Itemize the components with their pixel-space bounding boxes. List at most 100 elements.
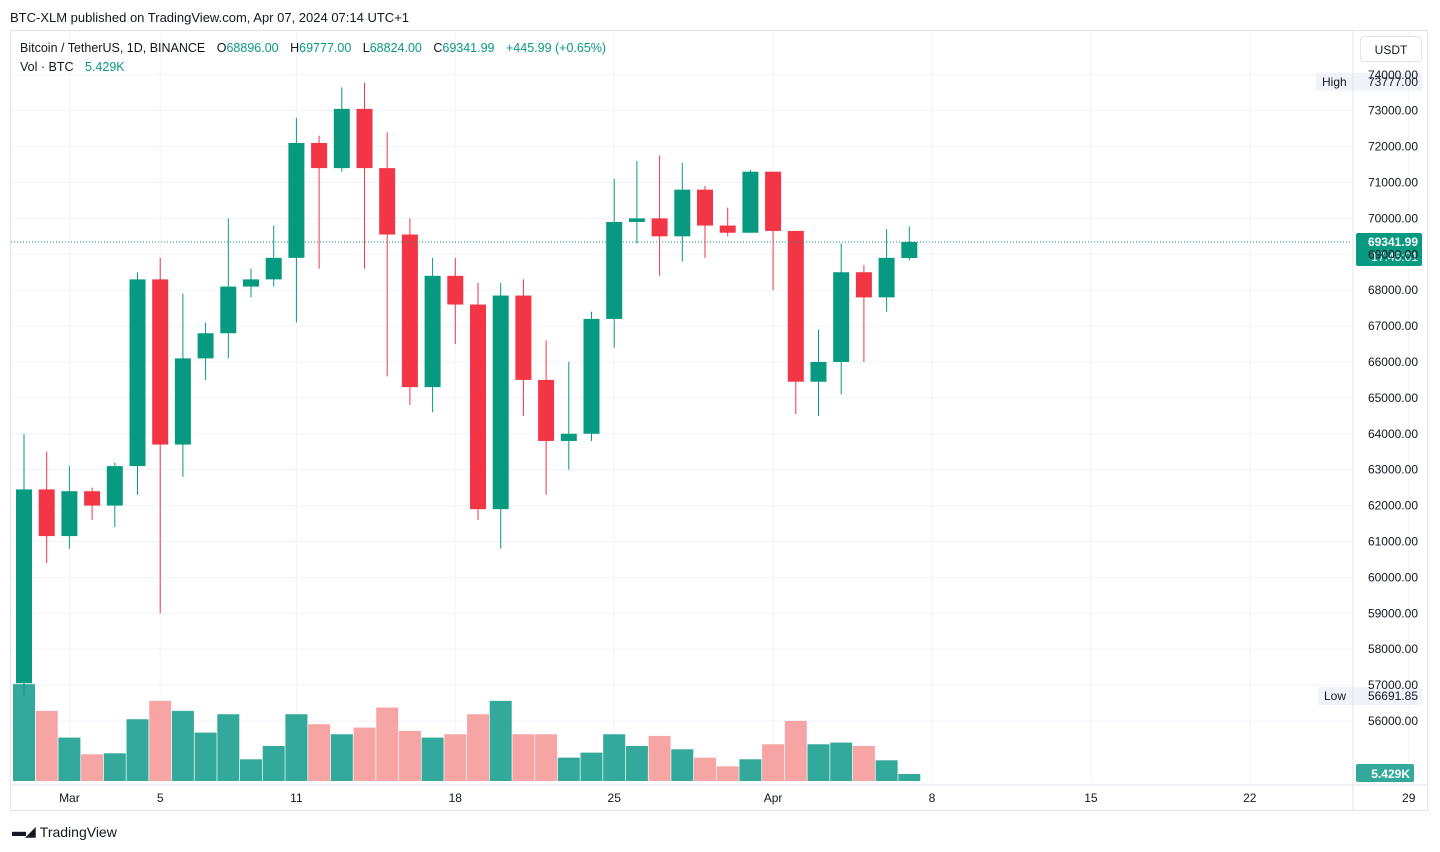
candle-body bbox=[560, 433, 577, 441]
volume-bar bbox=[762, 744, 785, 781]
volume-bar bbox=[421, 737, 444, 781]
candle-body bbox=[697, 189, 713, 226]
candle bbox=[197, 322, 214, 380]
y-tick-label: 71000.00 bbox=[1368, 175, 1418, 189]
y-tick-label: 63000.00 bbox=[1368, 463, 1418, 477]
candle-body bbox=[538, 379, 555, 441]
volume-bar bbox=[535, 734, 558, 781]
y-tick-label: 61000.00 bbox=[1368, 534, 1418, 548]
volume-bar bbox=[103, 753, 126, 781]
legend-volume-row: Vol · BTC 5.429K bbox=[20, 58, 606, 77]
candle-body bbox=[220, 286, 237, 334]
candle-body bbox=[787, 230, 804, 382]
last-price-badge bbox=[1356, 232, 1422, 266]
volume-bar bbox=[830, 742, 853, 781]
volume-bar bbox=[852, 745, 875, 781]
low-marker-label: Low bbox=[1324, 689, 1346, 703]
x-tick-label: 22 bbox=[1243, 791, 1257, 805]
candle-body bbox=[878, 257, 895, 298]
candle bbox=[356, 82, 373, 269]
volume-bar bbox=[398, 730, 421, 781]
tradingview-logo-icon: ▬◢ bbox=[12, 823, 36, 839]
volume-bar bbox=[330, 734, 353, 781]
volume-bar bbox=[171, 710, 194, 781]
candle-body bbox=[356, 108, 373, 169]
candle bbox=[560, 361, 577, 470]
x-tick-label: Apr bbox=[764, 791, 783, 805]
volume-bar bbox=[240, 759, 262, 781]
x-tick-label: 15 bbox=[1084, 791, 1098, 805]
volume-bar bbox=[716, 766, 739, 781]
high-marker-value: 73777.00 bbox=[1368, 75, 1418, 89]
candle bbox=[379, 132, 396, 377]
y-tick-label: 64000.00 bbox=[1368, 427, 1418, 441]
candle-body bbox=[583, 318, 600, 434]
candle bbox=[651, 155, 668, 276]
candle bbox=[606, 178, 623, 348]
candle bbox=[628, 160, 645, 244]
y-tick-label: 59000.00 bbox=[1368, 606, 1418, 620]
tradingview-logo[interactable]: ▬◢ TradingView bbox=[12, 823, 117, 840]
volume-badge-label: 5.429K bbox=[1371, 767, 1410, 781]
candle-body bbox=[152, 279, 169, 445]
last-price-countdown: 17:45:01 bbox=[1371, 250, 1418, 264]
currency-button[interactable]: USDT bbox=[1360, 36, 1422, 62]
candle-body bbox=[16, 489, 32, 684]
candle bbox=[855, 265, 872, 362]
candle bbox=[810, 329, 827, 416]
volume-bar bbox=[467, 714, 489, 781]
candle-body bbox=[106, 466, 123, 506]
y-tick-label: 68000.00 bbox=[1368, 283, 1418, 297]
legend-change: +445.99 (+0.65%) bbox=[506, 41, 607, 55]
y-tick-label: 73000.00 bbox=[1368, 104, 1418, 118]
legend: Bitcoin / TetherUS, 1D, BINANCE O68896.0… bbox=[20, 39, 606, 77]
candle-body bbox=[810, 361, 827, 382]
x-tick-label: 25 bbox=[608, 791, 622, 805]
volume-bar bbox=[648, 735, 671, 781]
candle bbox=[447, 257, 464, 345]
y-tick-label: 58000.00 bbox=[1368, 642, 1418, 656]
volume-bar bbox=[580, 752, 603, 781]
legend-low: 68824.00 bbox=[369, 41, 422, 55]
candle bbox=[492, 282, 509, 549]
low-marker-badge bbox=[1318, 687, 1422, 706]
candle-body bbox=[515, 295, 532, 380]
x-tick-label: 8 bbox=[929, 791, 936, 805]
candle-body bbox=[288, 142, 305, 258]
volume-bar bbox=[625, 745, 648, 781]
candle bbox=[243, 268, 259, 298]
candle bbox=[583, 311, 600, 441]
volume-bar bbox=[489, 700, 512, 781]
y-tick-label: 70000.00 bbox=[1368, 211, 1418, 225]
candle-body bbox=[765, 171, 782, 231]
candle bbox=[901, 226, 918, 261]
volume-bar bbox=[126, 719, 149, 781]
y-tick-label: 62000.00 bbox=[1368, 499, 1418, 513]
volume-bar bbox=[376, 707, 399, 781]
candle-body bbox=[197, 333, 214, 359]
tradingview-brand: TradingView bbox=[39, 823, 117, 840]
volume-bar bbox=[603, 734, 626, 781]
candle bbox=[878, 229, 895, 312]
candle-body bbox=[719, 225, 736, 233]
candle bbox=[333, 87, 350, 172]
candle bbox=[106, 462, 123, 528]
x-tick-label: Mar bbox=[59, 791, 80, 805]
volume-bar bbox=[285, 714, 308, 781]
y-tick-label: 65000.00 bbox=[1368, 391, 1418, 405]
candle bbox=[787, 230, 804, 415]
candle-body bbox=[651, 218, 668, 237]
volume-bar bbox=[81, 754, 104, 781]
candle bbox=[61, 466, 78, 549]
volume-bar bbox=[739, 759, 762, 781]
candle-body bbox=[833, 272, 850, 362]
volume-bar bbox=[875, 760, 898, 781]
candle bbox=[288, 117, 305, 323]
candle-body bbox=[243, 279, 259, 287]
high-marker-label: High bbox=[1322, 75, 1347, 89]
legend-high: 69777.00 bbox=[299, 41, 352, 55]
candle bbox=[174, 293, 191, 477]
candle-body bbox=[401, 234, 418, 388]
candle bbox=[16, 433, 32, 696]
